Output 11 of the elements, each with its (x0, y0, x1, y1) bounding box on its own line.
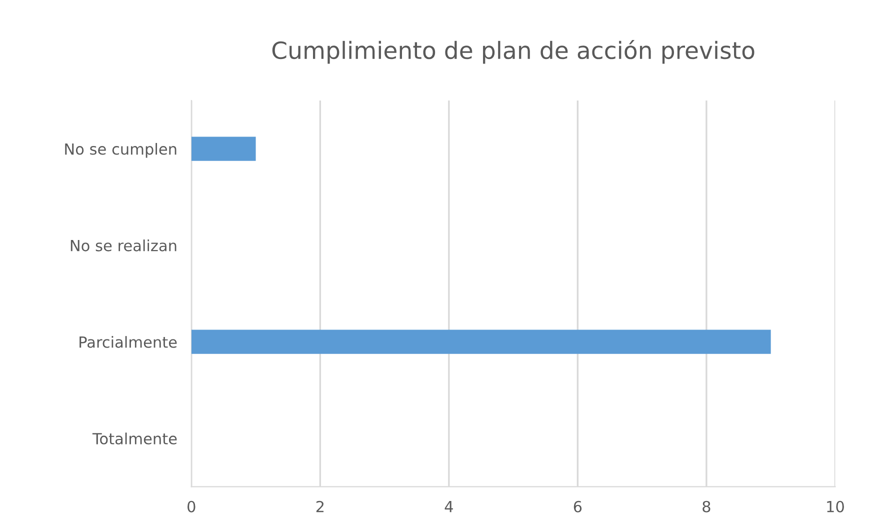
y-tick-label: No se realizan (70, 240, 176, 252)
y-tick-label: Totalmente (92, 432, 177, 444)
x-tick-label: 0 (188, 500, 196, 512)
x-tick-label: 10 (827, 500, 844, 512)
chart-title: Cumplimiento de plan de acción previsto (272, 40, 754, 64)
x-tick-label: 2 (316, 500, 324, 512)
x-tick-label: 8 (702, 500, 710, 512)
y-tick-label: No se cumplen (65, 142, 176, 158)
y-tick-label: Parcialmente (80, 336, 177, 348)
x-tick-label: 6 (574, 500, 582, 512)
x-tick-label: 4 (444, 501, 453, 512)
